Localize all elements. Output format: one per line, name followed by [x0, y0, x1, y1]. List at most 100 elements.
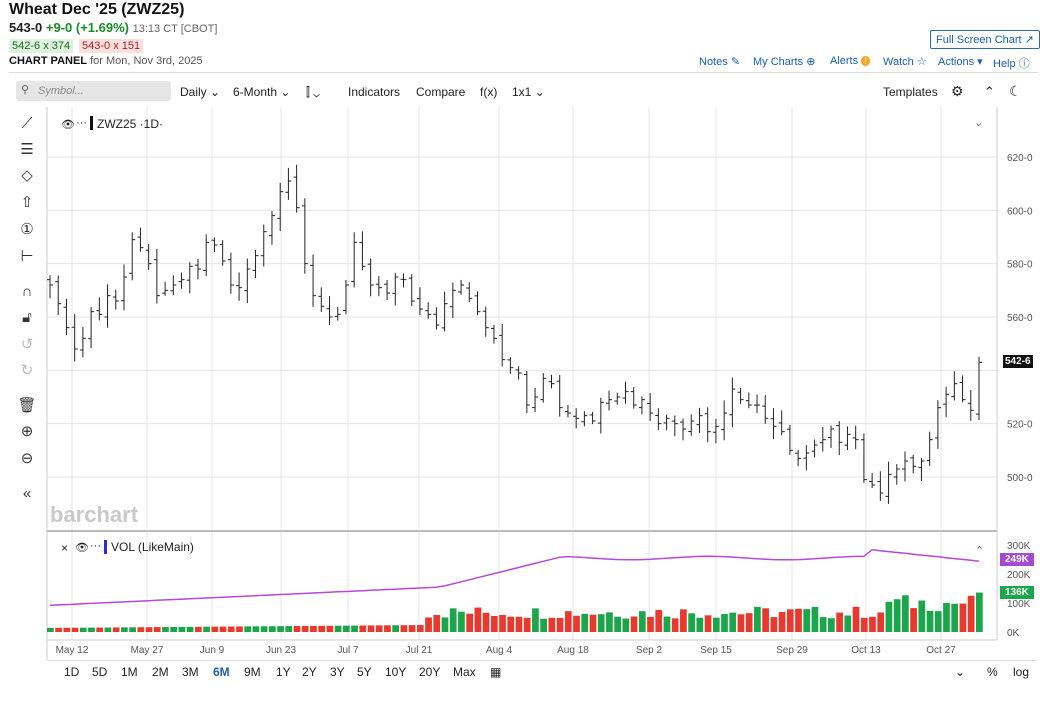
time-tick-label: Oct 13	[851, 645, 881, 656]
time-tick-label: Sep 15	[700, 645, 732, 656]
volume-bar	[614, 616, 621, 632]
layout-dropdown[interactable]: 1x1 ⌄	[512, 85, 545, 99]
panel-label: CHART PANEL	[9, 55, 88, 67]
indicators-button[interactable]: Indicators	[348, 85, 401, 99]
arrow-tool-icon[interactable]: ⇧	[20, 194, 34, 211]
range-max[interactable]: Max	[453, 665, 476, 679]
volume-bar	[120, 627, 128, 632]
interval-dropdown[interactable]: Daily ⌄	[180, 85, 220, 99]
redo-icon[interactable]: ↻	[20, 362, 34, 379]
undo-icon[interactable]: ↺	[20, 336, 34, 353]
volume-bar	[976, 592, 983, 632]
magnet-icon[interactable]: ∩	[21, 283, 33, 300]
volume-bar	[474, 607, 482, 632]
price-axis: 620-0 600-0 580-0 560-0 520-0 500-0	[1007, 153, 1033, 484]
time-tick-label: Jun 23	[266, 645, 296, 656]
plus-circle-icon: ⊕	[806, 56, 816, 68]
zoom-in-icon[interactable]: ⊕	[20, 423, 34, 440]
symbol-search-input[interactable]: ⚲ Symbol...	[16, 81, 171, 101]
volume-bar	[466, 613, 474, 632]
volume-tick-label: 200K	[1007, 570, 1031, 581]
dark-mode-icon[interactable]: ☾	[1009, 83, 1022, 99]
range-2m[interactable]: 2M	[152, 665, 169, 679]
range-1m[interactable]: 1M	[121, 665, 138, 679]
notes-link[interactable]: Notes ✎	[699, 55, 740, 68]
eye-icon[interactable]: 👁︎	[75, 542, 89, 554]
period-dropdown[interactable]: 6-Month ⌄	[233, 85, 290, 99]
more-icon[interactable]: ···	[90, 540, 101, 552]
volume-bar	[737, 614, 745, 632]
volume-bar	[367, 625, 375, 632]
volume-bar	[425, 617, 432, 632]
unlock-icon[interactable]: 🔓︎	[22, 309, 32, 326]
function-button[interactable]: f(x)	[480, 85, 498, 99]
volume-bar	[844, 615, 852, 632]
volume-bar	[318, 625, 326, 632]
fib-tool-icon[interactable]: ☰	[20, 141, 34, 158]
shape-tool-icon[interactable]: ◇	[21, 167, 33, 184]
range-5d[interactable]: 5D	[92, 665, 108, 679]
alerts-link[interactable]: Alerts !	[830, 55, 870, 67]
range-1d[interactable]: 1D	[64, 665, 80, 679]
zoom-out-icon[interactable]: ⊖	[20, 450, 34, 467]
trendline-tool-icon[interactable]: ⟋	[21, 115, 33, 132]
chevron-down-icon: ⌄	[313, 85, 320, 99]
more-icon[interactable]: ···	[76, 117, 87, 129]
chevron-up-icon[interactable]: ⌃	[975, 545, 985, 557]
range-3m[interactable]: 3M	[182, 665, 199, 679]
alerts-label: Alerts	[830, 55, 859, 67]
chart-type-dropdown[interactable]: ⫿ ⌄	[306, 85, 320, 100]
volume-bar	[918, 600, 926, 632]
time-tick-label: Oct 27	[926, 645, 956, 656]
volume-label: VOL (LikeMain)	[111, 540, 194, 554]
settings-icon[interactable]: ⚙	[951, 83, 964, 99]
volume-bar	[96, 627, 104, 632]
log-toggle[interactable]: log	[1013, 665, 1030, 679]
range-20y[interactable]: 20Y	[419, 665, 441, 679]
my-charts-link[interactable]: My Charts ⊕	[753, 55, 815, 68]
range-10y[interactable]: 10Y	[385, 665, 407, 679]
volume-bar	[663, 616, 671, 632]
numbered-marker-icon[interactable]: ①	[20, 221, 34, 238]
chevron-down-icon[interactable]: ⌄	[974, 117, 984, 129]
close-icon[interactable]: ×	[61, 541, 69, 555]
measure-tool-icon[interactable]: ⊢	[20, 248, 34, 265]
range-6m[interactable]: 6M	[213, 665, 230, 679]
range-5y[interactable]: 5Y	[357, 665, 372, 679]
volume-bar	[819, 617, 827, 632]
price-tick-label: 520-0	[1007, 420, 1033, 431]
volume-bar	[828, 618, 835, 632]
range-3y[interactable]: 3Y	[330, 665, 345, 679]
collapse-tools-icon[interactable]: «	[22, 485, 32, 502]
percent-toggle[interactable]: %	[987, 665, 998, 679]
watch-link[interactable]: Watch ☆	[883, 55, 927, 68]
calendar-icon[interactable]: ▦	[490, 665, 502, 679]
range-9m[interactable]: 9M	[244, 665, 261, 679]
volume-bar	[638, 611, 646, 632]
range-1y[interactable]: 1Y	[276, 665, 291, 679]
trash-icon[interactable]: 🗑︎	[17, 397, 37, 414]
divider	[47, 660, 1037, 661]
volume-bar	[268, 626, 276, 632]
volume-bar	[688, 613, 695, 632]
actions-menu[interactable]: Actions ▾	[938, 55, 983, 68]
volume-bar	[137, 627, 145, 632]
volume-bar	[902, 595, 909, 632]
volume-bar	[943, 603, 950, 632]
volume-bar	[556, 617, 564, 632]
compare-button[interactable]: Compare	[416, 85, 466, 99]
help-link[interactable]: Help ⓘ	[993, 55, 1030, 71]
collapse-up-icon[interactable]: ⌃	[984, 84, 995, 99]
time-tick-label: Jul 7	[337, 645, 359, 656]
volume-bar	[416, 625, 424, 632]
fullscreen-button[interactable]: Full Screen Chart ↗	[930, 30, 1040, 49]
templates-button[interactable]: Templates	[883, 85, 938, 99]
volume-bar	[277, 626, 284, 632]
range-2y[interactable]: 2Y	[302, 665, 317, 679]
price-tick-label: 500-0	[1007, 473, 1033, 484]
bid-badge: 542-6 x 374	[9, 39, 74, 53]
volume-bar	[606, 612, 613, 632]
expand-down-icon[interactable]: ⌄	[955, 665, 966, 679]
eye-icon[interactable]: 👁︎	[61, 119, 75, 131]
